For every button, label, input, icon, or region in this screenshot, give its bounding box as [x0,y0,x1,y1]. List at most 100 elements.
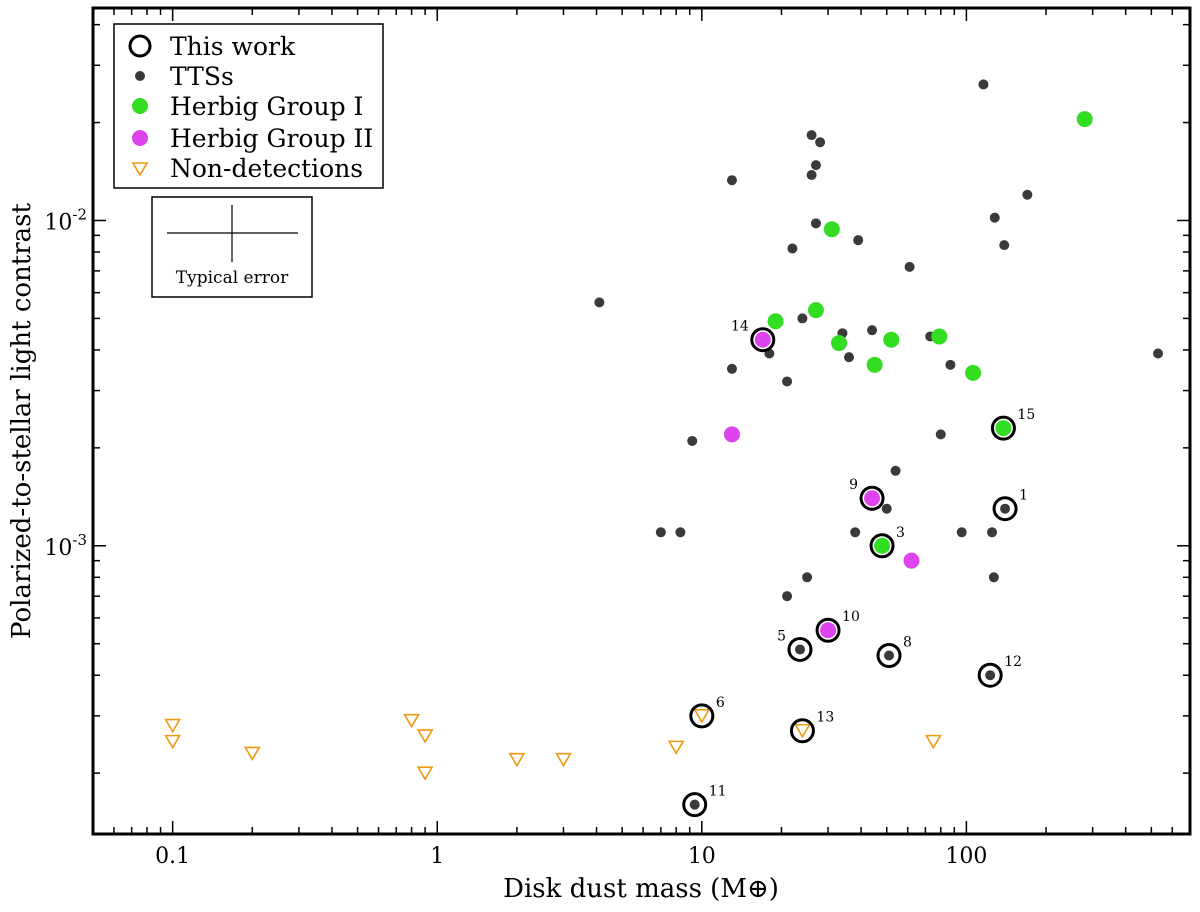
herbig-group-i-point [883,331,900,348]
non-detection-point [403,713,420,729]
this-work-point-label: 9 [849,477,858,493]
non-detection-point [164,734,182,750]
this-work-ring [789,718,815,744]
legend-label-non-detections: Non-detections [170,154,363,183]
legend-marker-this-work [128,34,152,58]
this-work-inner-marker [794,723,811,739]
this-work-ring [859,485,885,511]
this-work-ring [750,327,776,353]
this-work-inner-marker [874,537,891,554]
plot-frame [91,6,1192,836]
legend-marker-ttss [135,71,145,81]
legend-box [113,23,384,189]
legend-label-herbig-group-i: Herbig Group I [170,92,363,121]
legend-marker-non-detections [131,162,149,177]
legend-label-herbig-group-ii: Herbig Group II [170,124,373,153]
ttss-point [687,435,698,446]
this-work-ring [787,636,813,662]
herbig-group-ii-point [903,552,920,569]
x-tick-label: 10 [688,844,716,869]
ttss-point [726,363,737,374]
herbig-group-i-point [1076,111,1093,128]
herbig-group-i-point [866,356,883,373]
y-tick-base: 10 [44,536,72,561]
this-work-ring [689,703,715,729]
ttss-point [675,527,686,538]
this-work-ring [876,642,902,668]
ttss-point [782,376,793,387]
y-tick-base: 10 [44,210,72,235]
ttss-point [806,169,817,180]
y-tick-label: 10-2 [44,205,87,235]
this-work-ring [815,617,841,643]
this-work-point-label: 11 [709,784,727,800]
y-axis-label: Polarized-to-stellar light contrast [7,202,37,638]
legend-marker-herbig-group-i [132,98,148,114]
x-tick-label: 100 [945,844,987,869]
this-work-point-label: 13 [816,710,834,726]
this-work-inner-marker [794,644,805,655]
ttss-point [853,235,864,246]
ttss-point [810,160,821,171]
legend: This work TTSs Herbig Group I Herbig Gro… [113,23,384,189]
ttss-point [815,137,826,148]
x-axis-label: Disk dust mass (M⊕) [503,874,779,904]
this-work-point-label: 12 [1004,654,1022,670]
y-tick-exponent: -3 [72,531,87,549]
ttss-point [945,359,956,370]
legend-label-ttss: TTSs [170,62,234,91]
this-work-point-label: 15 [1017,407,1035,423]
this-work-ring [869,533,895,559]
ttss-point [1153,348,1164,359]
this-work-point-label: 6 [716,695,725,711]
this-work-ring [992,496,1018,522]
ttss-point [782,591,793,602]
x-tick-label: 0.1 [155,844,190,869]
this-work-ring [990,415,1016,441]
this-work-inner-marker [864,490,881,507]
non-detection-point [667,740,685,755]
this-work-inner-marker [820,622,837,639]
ttss-point [850,527,861,538]
ttss-point [956,527,967,538]
ttss-point [988,572,999,583]
ttss-point [655,527,666,538]
ttss-point [989,212,1000,223]
ttss-point [810,218,821,229]
non-detection-point [243,746,261,761]
y-tick-exponent: -2 [72,205,87,223]
non-detection-point [416,766,434,781]
this-work-ring [682,792,708,818]
this-work-inner-marker [884,650,895,661]
ttss-point [806,130,817,141]
ttss-point [844,352,855,363]
herbig-group-i-point [931,328,948,345]
herbig-group-i-point [965,364,982,381]
this-work-point-label: 8 [903,634,912,650]
ttss-point [594,297,605,308]
non-detection-point [416,729,434,744]
this-work-inner-marker [1000,503,1011,514]
this-work-inner-marker [985,670,996,681]
x-tick-label: 1 [430,844,444,869]
ttss-point [935,429,946,440]
this-work-point-label: 5 [777,628,786,644]
ttss-point [726,175,737,186]
error-box-label: Typical error [176,268,289,288]
this-work-ring [977,662,1003,688]
this-work-point-label: 14 [731,319,749,335]
non-detection-point [555,752,572,768]
non-detection-point [924,734,942,750]
this-work-inner-marker [693,709,711,724]
legend-label-this-work: This work [170,32,296,61]
ttss-point [797,313,808,324]
this-work-inner-marker [689,799,700,810]
ttss-point [890,465,901,476]
ttss-point [802,572,813,583]
typical-error-box: Typical error [151,196,313,298]
this-work-inner-marker [995,420,1012,437]
ttss-point [1022,189,1033,200]
